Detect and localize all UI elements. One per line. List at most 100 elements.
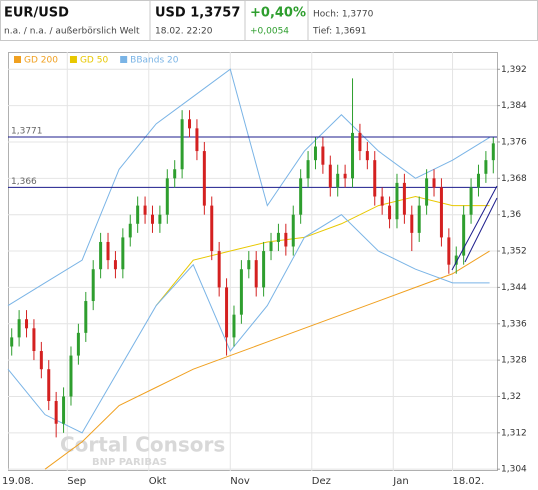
candle-body — [254, 260, 258, 288]
x-tick-label: Okt — [149, 476, 167, 487]
watermark-brand: Cortal Consors — [60, 433, 225, 457]
y-tick-label: 1,304 — [501, 465, 527, 475]
candle-body — [128, 223, 132, 238]
candle-body — [269, 241, 273, 252]
candle-body — [313, 146, 317, 161]
day-high: Hoch: 1,3770 — [313, 10, 374, 20]
x-tick-label: 18.02. — [453, 476, 485, 487]
candle-body — [402, 182, 406, 215]
candle-body — [417, 205, 421, 233]
candle-body — [432, 178, 436, 188]
price: USD 1,3757 — [155, 6, 240, 21]
candle-body — [373, 160, 377, 197]
candle-body — [150, 214, 154, 224]
candle-body — [447, 237, 451, 265]
candle-body — [32, 328, 36, 352]
candle-body — [39, 351, 43, 370]
watermark-group: BNP PARIBAS — [92, 457, 167, 468]
candle-body — [395, 182, 399, 220]
symbol: EUR/USD — [4, 6, 69, 21]
indicator-line — [7, 214, 490, 434]
candle-body — [284, 232, 288, 247]
legend-swatch — [120, 56, 128, 63]
day-low: Tief: 1,3691 — [312, 27, 367, 37]
candle-body — [328, 164, 332, 188]
candle-body — [180, 119, 184, 170]
y-tick-label: 1,312 — [501, 428, 527, 438]
candle-body — [454, 255, 458, 265]
time: 18.02. 22:20 — [155, 27, 213, 37]
candle-body — [76, 332, 80, 356]
y-tick-label: 1,336 — [501, 319, 527, 329]
legend-swatch — [14, 56, 21, 63]
candle-body — [188, 119, 192, 129]
candle-body — [10, 337, 14, 347]
y-tick-label: 1,376 — [501, 137, 527, 147]
candle-body — [158, 214, 162, 224]
candle-body — [91, 269, 95, 302]
candle-body — [262, 251, 266, 288]
candle-body — [232, 314, 236, 338]
y-tick-label: 1,32 — [501, 392, 521, 402]
candle-body — [351, 132, 355, 179]
candle-body — [239, 269, 243, 315]
candle-body — [410, 214, 414, 233]
change-abs: +0,0054 — [250, 27, 289, 37]
level-label: 1,3771 — [11, 126, 43, 136]
candle-body — [143, 205, 147, 215]
y-tick-label: 1,36 — [501, 210, 521, 220]
candle-body — [99, 241, 103, 270]
candle-body — [69, 355, 73, 397]
candle-body — [380, 196, 384, 206]
candle-body — [439, 187, 443, 238]
header-box — [0, 0, 538, 41]
candle-body — [343, 173, 347, 179]
y-tick-label: 1,344 — [501, 283, 527, 293]
candle-body — [247, 260, 251, 270]
candle-body — [291, 214, 295, 247]
candle-body — [321, 146, 325, 165]
candle-body — [113, 260, 117, 270]
candle-body — [225, 287, 229, 338]
trend-line — [451, 185, 498, 271]
candle-body — [136, 205, 140, 224]
market: n.a. / n.a. / außerbörslich Welt — [4, 27, 140, 37]
candle-body — [202, 151, 206, 206]
candle-body — [165, 178, 169, 215]
trend-line — [464, 197, 498, 263]
x-tick-label: 19.08. — [2, 476, 34, 487]
candle-body — [195, 128, 199, 152]
x-tick-label: Nov — [230, 476, 250, 487]
candle-body — [84, 301, 88, 333]
candle-body — [462, 214, 466, 256]
legend-label: BBands 20 — [130, 56, 179, 66]
legend-swatch — [69, 56, 77, 63]
plot-frame — [8, 52, 498, 471]
y-tick-label: 1,352 — [501, 247, 527, 257]
candle-body — [121, 237, 125, 270]
candle-body — [476, 173, 480, 188]
legend-label: GD 50 — [80, 56, 108, 66]
y-tick-label: 1,384 — [501, 101, 527, 111]
level-label: 1,366 — [11, 177, 37, 187]
candle-body — [173, 169, 177, 179]
candle-body — [106, 241, 110, 261]
candle-body — [299, 178, 303, 215]
candle-body — [491, 143, 495, 161]
legend-label: GD 200 — [24, 56, 58, 66]
x-tick-label: Dez — [312, 476, 331, 487]
candle-body — [425, 178, 429, 206]
candle-body — [388, 205, 392, 220]
candle-body — [47, 369, 51, 402]
candle-body — [276, 232, 280, 242]
x-tick-label: Jan — [392, 476, 408, 487]
candle-body — [336, 173, 340, 188]
x-tick-label: Sep — [67, 476, 86, 487]
candle-body — [25, 319, 29, 329]
candle-body — [17, 319, 21, 338]
candle-body — [469, 187, 473, 215]
candle-body — [484, 160, 488, 174]
candle-body — [62, 396, 66, 424]
candle-body — [217, 251, 221, 288]
